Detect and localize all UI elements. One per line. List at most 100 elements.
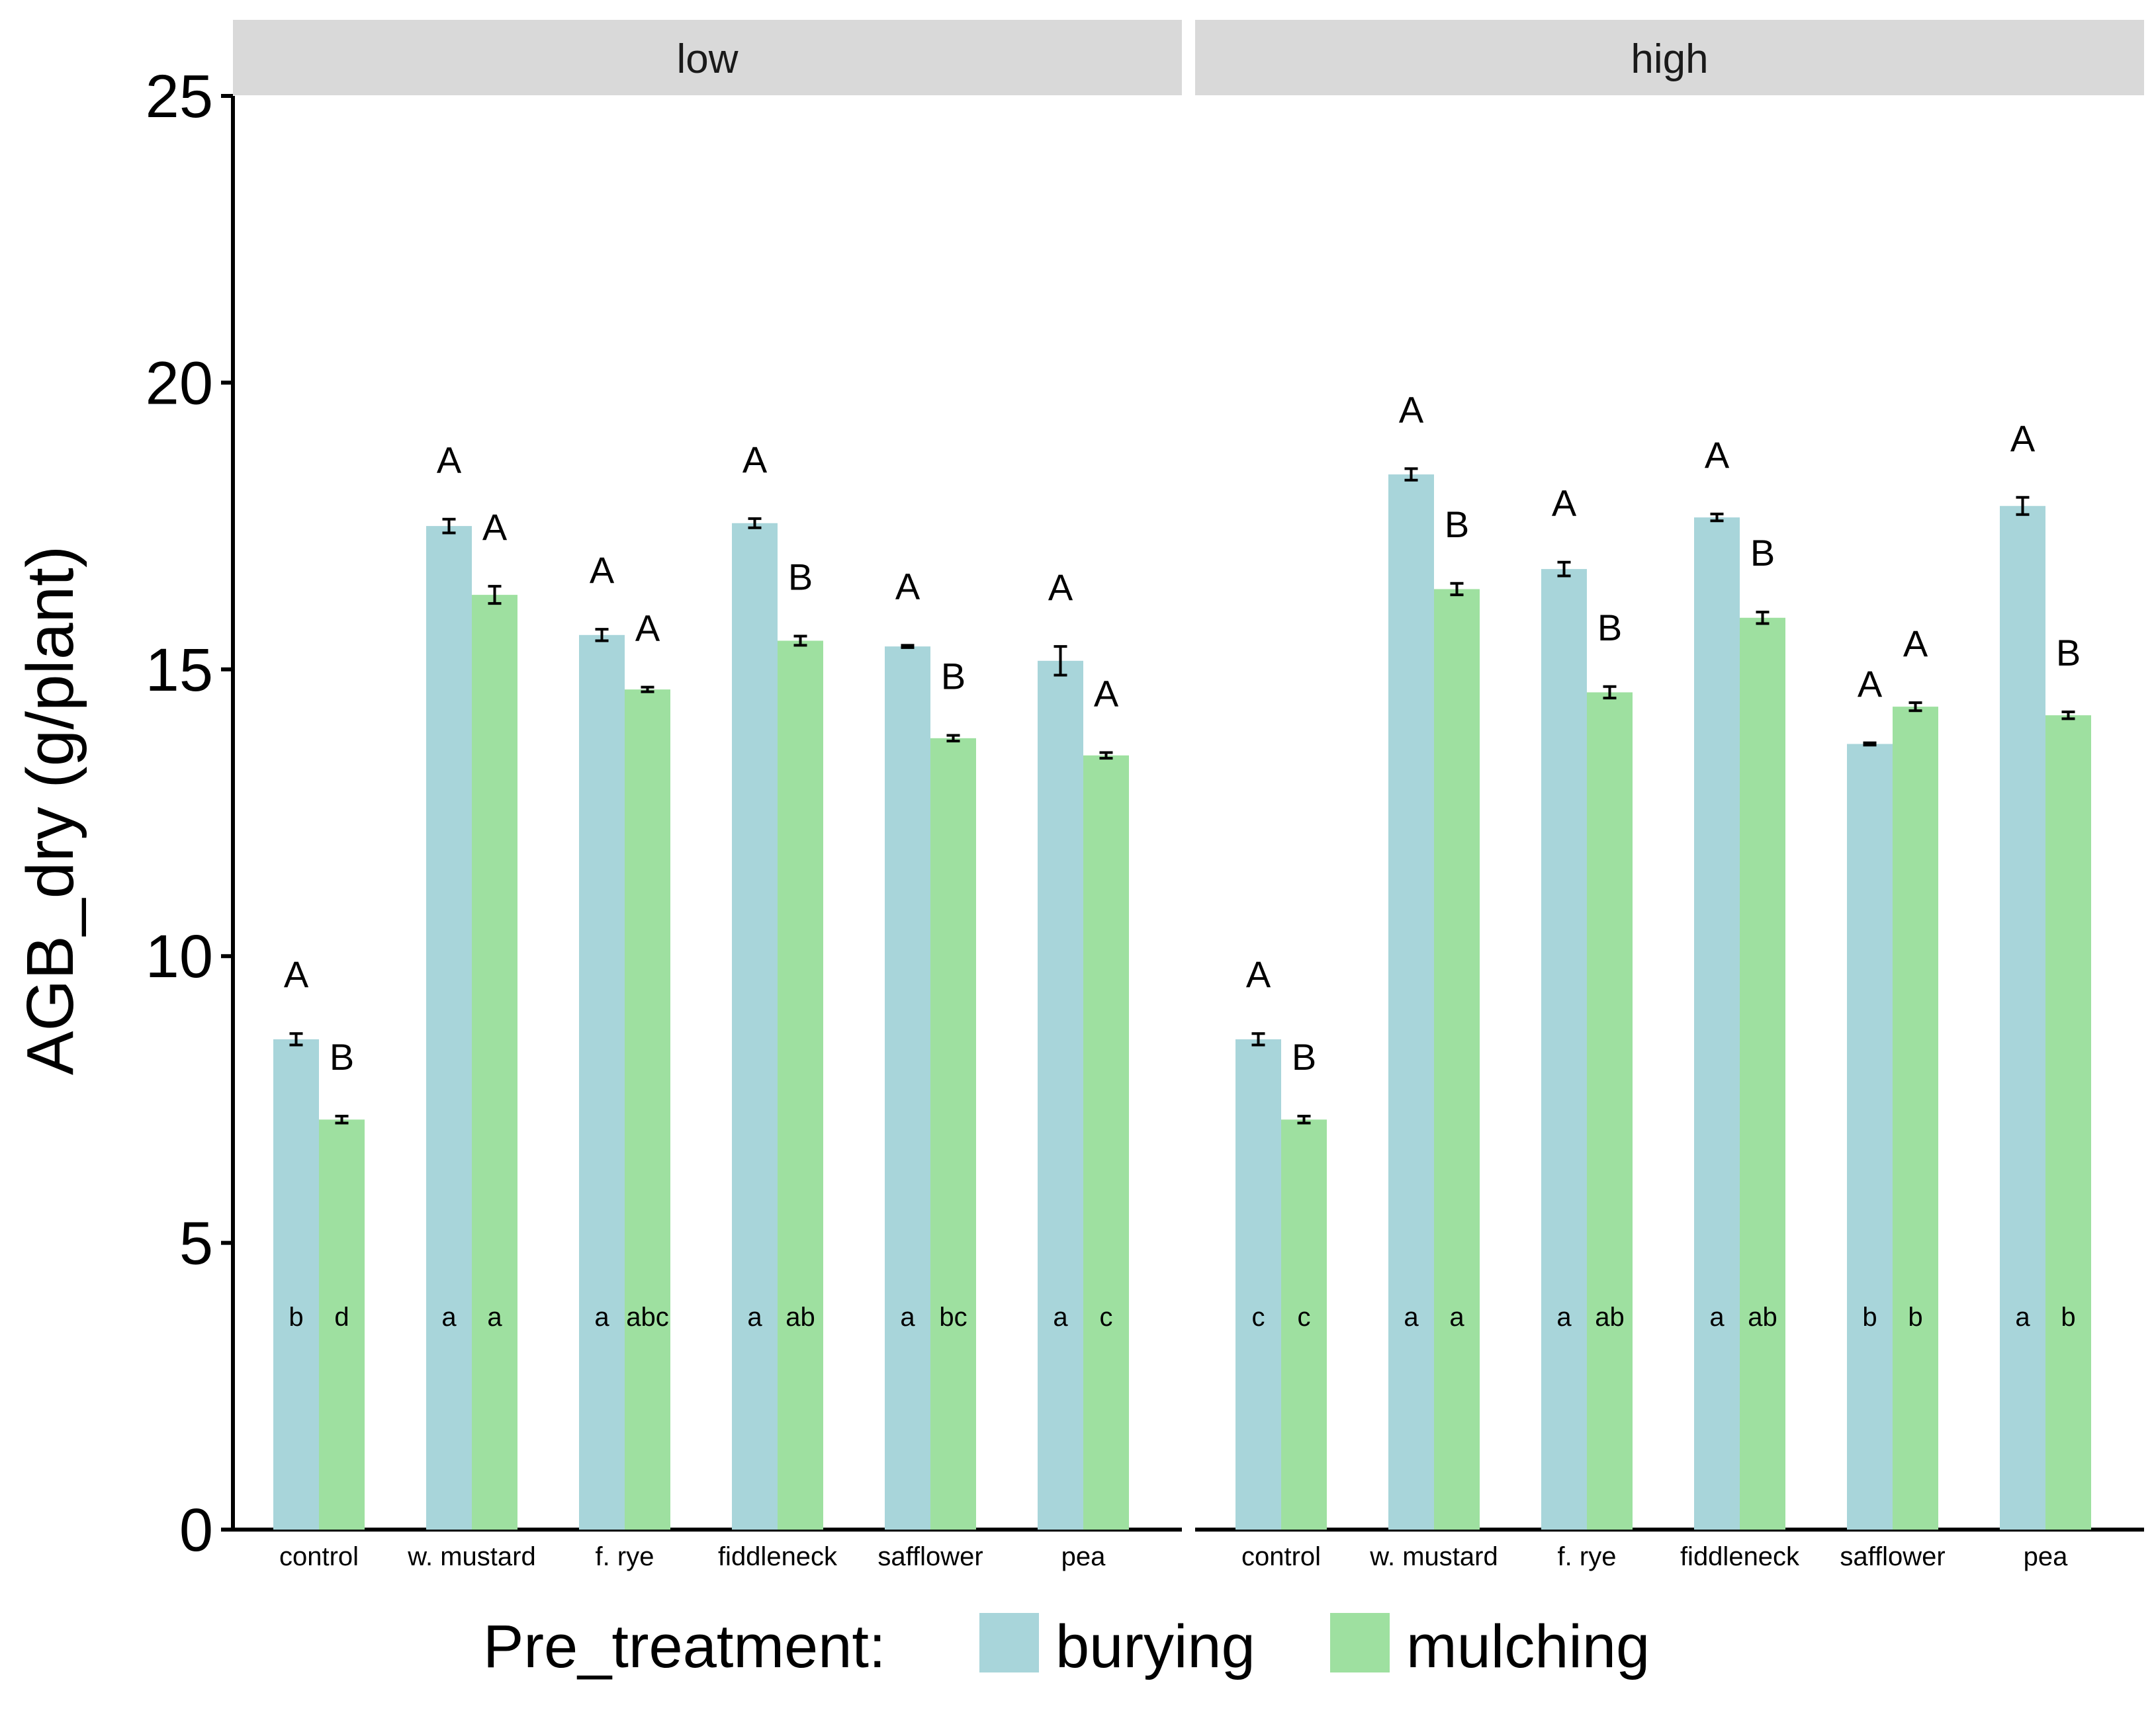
upper-letter: B: [1750, 532, 1775, 574]
bar: [319, 1119, 365, 1530]
bar: [1434, 589, 1480, 1530]
lower-letter: a: [2015, 1303, 2030, 1332]
bar: [579, 634, 625, 1530]
bar: [778, 640, 823, 1530]
facet-strip: [233, 20, 1182, 95]
bar: [885, 646, 930, 1530]
upper-letter: A: [1246, 953, 1271, 995]
bar: [1281, 1119, 1327, 1530]
upper-letter: A: [437, 439, 462, 481]
legend-label: burying: [1055, 1613, 1255, 1680]
bar: [1541, 569, 1587, 1530]
bar: [273, 1039, 319, 1530]
legend-key: [979, 1613, 1039, 1672]
legend-key: [1330, 1613, 1390, 1672]
lower-letter: a: [747, 1303, 762, 1332]
bar: [2000, 505, 2045, 1530]
x-tick-label: safflower: [1840, 1542, 1945, 1571]
lower-letter: b: [1908, 1303, 1922, 1332]
upper-letter: A: [895, 565, 920, 607]
panel-strips: low high: [233, 20, 2144, 95]
lower-letter: a: [1556, 1303, 1572, 1332]
y-tick-label: 15: [146, 636, 213, 704]
y-tick-label: 20: [146, 349, 213, 417]
facet-strip-label: high: [1631, 36, 1708, 82]
facet-strip-label: low: [676, 36, 738, 82]
lower-letter: a: [1053, 1303, 1068, 1332]
x-tick-label: w. mustard: [407, 1542, 535, 1571]
upper-letter: A: [1399, 388, 1424, 430]
upper-letter: B: [330, 1036, 354, 1078]
x-tick-label: f. rye: [1558, 1542, 1617, 1571]
lower-letter: a: [441, 1303, 457, 1332]
upper-letter: A: [1048, 566, 1073, 608]
bar: [1740, 617, 1785, 1530]
x-tick-label: safflower: [877, 1542, 983, 1571]
upper-letter: B: [1445, 503, 1469, 545]
bar: [472, 595, 517, 1530]
bar: [1235, 1039, 1281, 1530]
bar: [1694, 517, 1740, 1530]
legend-title: Pre_treatment:: [483, 1613, 886, 1680]
upper-letter: B: [2056, 632, 2081, 673]
lower-letter: a: [487, 1303, 502, 1332]
upper-letter: A: [742, 439, 768, 480]
upper-letter: A: [635, 607, 660, 649]
upper-letter: A: [284, 953, 309, 995]
bar: [1587, 692, 1633, 1530]
upper-letter: B: [1292, 1036, 1316, 1078]
upper-letter: A: [482, 506, 508, 548]
bar: [426, 526, 472, 1530]
lower-letter: b: [1862, 1303, 1877, 1332]
error-bars: [289, 467, 2075, 1125]
x-tick-label: fiddleneck: [1680, 1542, 1800, 1571]
lower-letter: c: [1298, 1303, 1311, 1332]
y-tick-label: 25: [146, 63, 213, 130]
lower-letter: a: [900, 1303, 915, 1332]
x-tick-label: w. mustard: [1369, 1542, 1498, 1571]
upper-letter: A: [1705, 434, 1730, 476]
lower-letter: abc: [626, 1303, 669, 1332]
bar: [1388, 474, 1434, 1530]
upper-letter: B: [788, 556, 813, 598]
y-axis: 0 5 10 15 20 25: [146, 63, 235, 1564]
bars: [273, 474, 2091, 1530]
lower-letter: c: [1252, 1303, 1265, 1332]
lower-letter: a: [1449, 1303, 1464, 1332]
lower-letter: a: [1709, 1303, 1725, 1332]
x-tick-label: f. rye: [596, 1542, 654, 1571]
y-tick-label: 5: [179, 1210, 213, 1278]
x-tick-label: control: [1241, 1542, 1321, 1571]
upper-letter: A: [1903, 623, 1928, 664]
upper-letter: A: [590, 549, 615, 591]
bar: [930, 738, 976, 1530]
legend-label: mulching: [1406, 1613, 1650, 1680]
facet-strip: [1195, 20, 2144, 95]
upper-letter: B: [941, 655, 965, 697]
lower-letter: b: [289, 1303, 303, 1332]
legend: Pre_treatment: burying mulching: [483, 1613, 1650, 1680]
lower-letter: ab: [1595, 1303, 1625, 1332]
lower-letter: d: [334, 1303, 349, 1332]
upper-letter: B: [1597, 607, 1622, 648]
lower-letter: c: [1100, 1303, 1113, 1332]
lower-letter: a: [594, 1303, 609, 1332]
lower-letter: ab: [1748, 1303, 1777, 1332]
bar: [1083, 755, 1129, 1530]
bar: [2045, 715, 2091, 1530]
lower-letter: ab: [785, 1303, 815, 1332]
x-tick-label: pea: [1061, 1542, 1106, 1571]
upper-letter: A: [1094, 672, 1119, 714]
upper-letter: A: [1552, 482, 1577, 524]
bar: [1038, 660, 1083, 1530]
bar: [732, 523, 778, 1530]
y-tick-label: 10: [146, 923, 213, 990]
bar: [625, 689, 670, 1530]
x-tick-label: control: [279, 1542, 359, 1571]
lower-letter: b: [2061, 1303, 2075, 1332]
y-tick-label: 0: [179, 1497, 213, 1564]
lower-letter: a: [1404, 1303, 1419, 1332]
x-tick-label: fiddleneck: [718, 1542, 838, 1571]
y-axis-label: AGB_dry (g/plant): [13, 546, 87, 1075]
bar: [1893, 707, 1938, 1530]
